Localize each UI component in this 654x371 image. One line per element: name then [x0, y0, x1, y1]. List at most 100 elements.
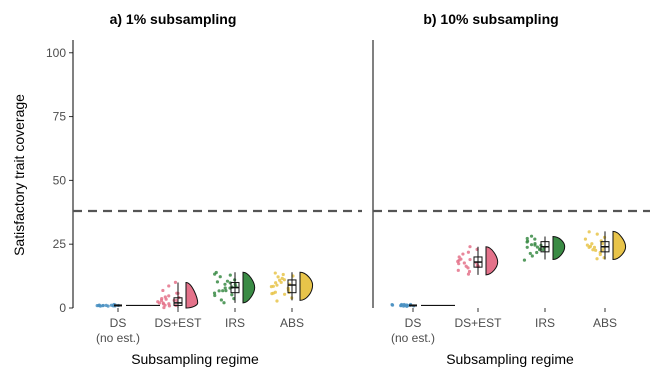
panel-b-title: b) 10% subsampling [423, 11, 558, 27]
data-point [282, 292, 287, 296]
data-point [156, 300, 160, 304]
density-cloud [612, 230, 627, 261]
data-point [535, 245, 540, 249]
panel-b-x-ticks: DS(no est.) DS+EST IRS ABS [391, 308, 617, 345]
data-point [595, 232, 599, 236]
data-point [530, 254, 534, 258]
data-point [594, 248, 598, 252]
data-point [106, 304, 110, 308]
data-point [212, 291, 217, 295]
x-tick-sublabel: (no est.) [391, 331, 435, 345]
data-point [215, 280, 220, 284]
data-point [224, 289, 228, 293]
data-point [600, 241, 605, 246]
data-point [600, 248, 605, 252]
density-cloud [185, 281, 199, 309]
data-point [533, 243, 537, 247]
x-tick-sublabel: (no est.) [96, 331, 140, 345]
data-point [529, 243, 534, 247]
data-point [466, 250, 471, 254]
data-point [537, 248, 542, 252]
panel-a-title: a) 1% subsampling [110, 11, 237, 27]
data-point [522, 258, 527, 262]
data-point [461, 252, 465, 256]
data-point [228, 273, 232, 277]
category-ds-est [156, 280, 199, 310]
data-point [592, 245, 597, 249]
data-point [399, 303, 403, 307]
panel-a-marks [95, 270, 314, 310]
data-point [525, 245, 529, 249]
data-point [160, 297, 164, 301]
data-point [217, 289, 221, 293]
data-point [588, 244, 593, 248]
y-tick-label: 75 [53, 110, 67, 124]
data-point [273, 271, 277, 275]
y-tick-label: 25 [53, 237, 67, 251]
data-point [466, 272, 471, 276]
data-point [274, 281, 278, 285]
data-point [225, 279, 230, 283]
data-point [457, 258, 461, 262]
category-ds [95, 302, 160, 308]
data-point [533, 237, 537, 241]
data-point [587, 230, 591, 234]
data-point [528, 251, 532, 256]
x-tick-label: IRS [225, 316, 245, 330]
data-point [585, 243, 590, 247]
data-point [273, 290, 277, 294]
data-point [275, 283, 279, 287]
y-tick-label: 50 [53, 173, 67, 187]
box [409, 304, 417, 307]
x-tick-label: IRS [535, 316, 555, 330]
category-irs [522, 234, 566, 262]
data-point [219, 298, 223, 302]
data-point [535, 250, 539, 255]
data-point [109, 303, 114, 307]
x-tick-label: DS [110, 316, 127, 330]
density-cloud [485, 246, 499, 276]
category-irs [212, 270, 256, 305]
data-point [223, 282, 227, 286]
category-ds [390, 302, 455, 308]
box [114, 304, 122, 307]
panel-b-x-axis-title: Subsampling regime [446, 351, 574, 367]
data-point [230, 293, 234, 297]
panel-a: a) 1% subsampling Satisfactory trait cov… [11, 11, 362, 367]
data-point [276, 275, 280, 279]
category-abs [583, 230, 627, 261]
box [287, 279, 297, 294]
panel-b: b) 10% subsampling Subsampling regime DS… [372, 11, 650, 367]
data-point [468, 257, 472, 262]
data-point [464, 264, 468, 268]
x-tick-label: DS [405, 316, 422, 330]
data-point [281, 272, 285, 277]
data-point [456, 268, 460, 272]
panel-a-x-axis-title: Subsampling regime [131, 351, 259, 367]
data-point [462, 261, 466, 265]
data-point [173, 280, 178, 284]
data-point [218, 275, 222, 279]
category-abs [269, 271, 314, 303]
data-point [167, 294, 171, 298]
data-point [271, 284, 275, 288]
data-point [167, 284, 171, 288]
data-point [390, 303, 395, 307]
density-cloud [299, 271, 314, 301]
data-point [162, 305, 166, 310]
panel-a-y-ticks: 0 25 50 75 100 [46, 46, 73, 315]
x-tick-label: DS+EST [454, 316, 502, 330]
data-point [213, 293, 217, 298]
y-tick-label: 100 [46, 46, 66, 60]
category-ds-est [456, 245, 499, 276]
data-point [101, 304, 105, 308]
data-point [223, 286, 227, 290]
data-point [280, 276, 284, 280]
data-point [161, 301, 165, 305]
data-point [406, 304, 410, 308]
x-tick-label: DS+EST [154, 316, 202, 330]
data-point [402, 302, 406, 307]
data-point [221, 289, 225, 293]
data-point [279, 280, 283, 284]
